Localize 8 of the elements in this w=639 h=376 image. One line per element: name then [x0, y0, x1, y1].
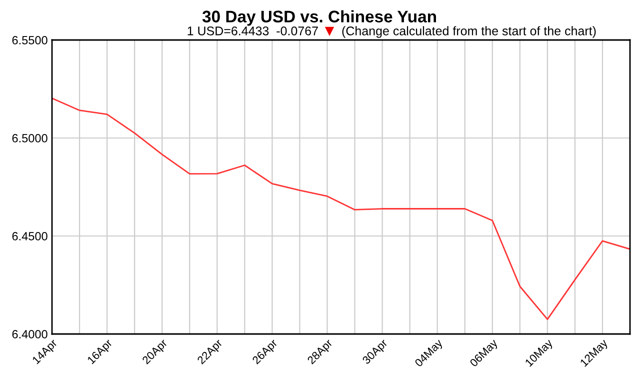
text: (Change calculated from the start of the chart): [342, 26, 596, 38]
y-tick-label: 6.4500: [12, 232, 48, 240]
chart-title: 30 Day USD vs. Chinese Yuan: [202, 10, 436, 26]
y-tick-label: 6.5000: [12, 134, 48, 142]
chart-subtitle: 1 USD=6.4433 -0.0767: [188, 26, 318, 36]
y-tick-label: 6.4000: [12, 330, 48, 338]
y-tick-label: 6.5500: [12, 36, 48, 44]
line-series: [52, 98, 630, 320]
